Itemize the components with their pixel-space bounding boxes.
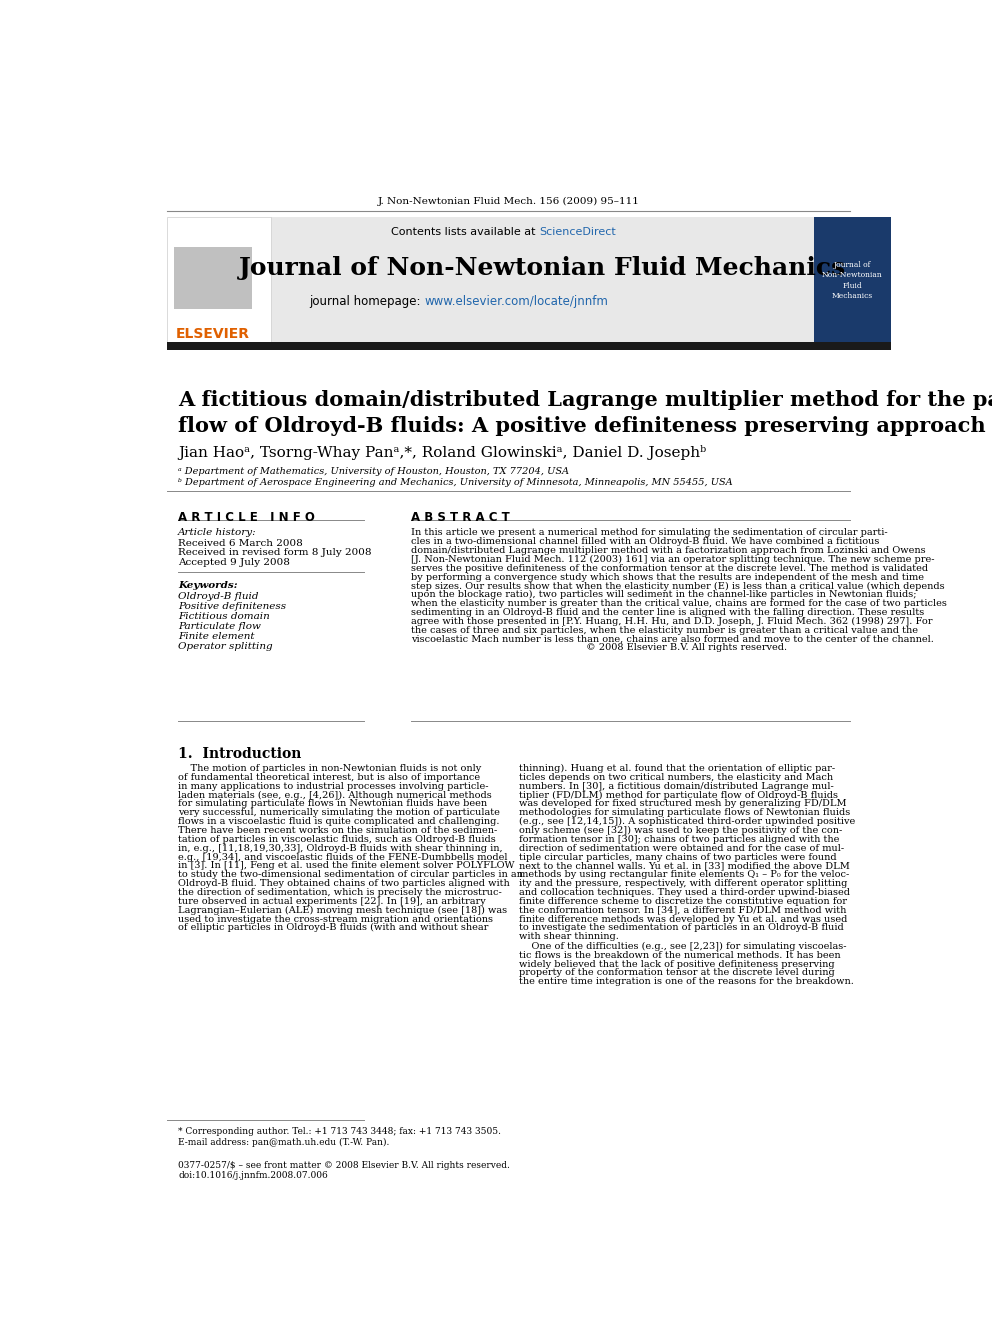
Text: used to investigate the cross-stream migration and orientations: used to investigate the cross-stream mig… (179, 914, 493, 923)
Text: serves the positive definiteness of the conformation tensor at the discrete leve: serves the positive definiteness of the … (411, 564, 928, 573)
FancyBboxPatch shape (175, 247, 252, 308)
Text: sedimenting in an Oldroyd-B fluid and the center line is aligned with the fallin: sedimenting in an Oldroyd-B fluid and th… (411, 609, 924, 617)
Text: ity and the pressure, respectively, with different operator splitting: ity and the pressure, respectively, with… (519, 878, 847, 888)
Text: thinning). Huang et al. found that the orientation of elliptic par-: thinning). Huang et al. found that the o… (519, 763, 835, 773)
Text: * Corresponding author. Tel.: +1 713 743 3448; fax: +1 713 743 3505.: * Corresponding author. Tel.: +1 713 743… (179, 1127, 501, 1136)
Text: very successful, numerically simulating the motion of particulate: very successful, numerically simulating … (179, 808, 500, 818)
Text: was developed for fixed structured mesh by generalizing FD/DLM: was developed for fixed structured mesh … (519, 799, 847, 808)
Text: ᵃ Department of Mathematics, University of Houston, Houston, TX 77204, USA: ᵃ Department of Mathematics, University … (179, 467, 569, 476)
Text: Lagrangian–Eulerian (ALE) moving mesh technique (see [18]) was: Lagrangian–Eulerian (ALE) moving mesh te… (179, 906, 507, 914)
Text: domain/distributed Lagrange multiplier method with a factorization approach from: domain/distributed Lagrange multiplier m… (411, 546, 926, 556)
Text: ture observed in actual experiments [22]. In [19], an arbitrary: ture observed in actual experiments [22]… (179, 897, 486, 906)
Text: finite difference scheme to discretize the constitutive equation for: finite difference scheme to discretize t… (519, 897, 847, 906)
Text: ᵇ Department of Aerospace Engineering and Mechanics, University of Minnesota, Mi: ᵇ Department of Aerospace Engineering an… (179, 478, 733, 487)
Text: numbers. In [30], a fictitious domain/distributed Lagrange mul-: numbers. In [30], a fictitious domain/di… (519, 782, 834, 791)
Text: tiple circular particles, many chains of two particles were found: tiple circular particles, many chains of… (519, 852, 837, 861)
Text: A fictitious domain/distributed Lagrange multiplier method for the particulate
f: A fictitious domain/distributed Lagrange… (179, 390, 992, 437)
Text: in [3]. In [11], Feng et al. used the finite element solver POLYFLOW: in [3]. In [11], Feng et al. used the fi… (179, 861, 515, 871)
Text: 1.  Introduction: 1. Introduction (179, 747, 302, 761)
Text: methodologies for simulating particulate flows of Newtonian fluids: methodologies for simulating particulate… (519, 808, 850, 818)
Text: tiplier (FD/DLM) method for particulate flow of Oldroyd-B fluids: tiplier (FD/DLM) method for particulate … (519, 791, 838, 799)
Text: The motion of particles in non-Newtonian fluids is not only: The motion of particles in non-Newtonian… (179, 763, 481, 773)
Text: journal homepage:: journal homepage: (310, 295, 425, 308)
Text: doi:10.1016/j.jnnfm.2008.07.006: doi:10.1016/j.jnnfm.2008.07.006 (179, 1171, 328, 1180)
Text: for simulating particulate flows in Newtonian fluids have been: for simulating particulate flows in Newt… (179, 799, 487, 808)
Text: Finite element: Finite element (179, 632, 255, 642)
Text: flows in a viscoelastic fluid is quite complicated and challenging.: flows in a viscoelastic fluid is quite c… (179, 818, 500, 826)
Text: tation of particles in viscoelastic fluids, such as Oldroyd-B fluids: tation of particles in viscoelastic flui… (179, 835, 496, 844)
Text: agree with those presented in [P.Y. Huang, H.H. Hu, and D.D. Joseph, J. Fluid Me: agree with those presented in [P.Y. Huan… (411, 617, 932, 626)
Text: Accepted 9 July 2008: Accepted 9 July 2008 (179, 558, 290, 568)
Text: laden materials (see, e.g., [4,26]). Although numerical methods: laden materials (see, e.g., [4,26]). Alt… (179, 791, 492, 799)
Text: Journal of Non-Newtonian Fluid Mechanics: Journal of Non-Newtonian Fluid Mechanics (239, 257, 846, 280)
Text: www.elsevier.com/locate/jnnfm: www.elsevier.com/locate/jnnfm (425, 295, 608, 308)
Text: © 2008 Elsevier B.V. All rights reserved.: © 2008 Elsevier B.V. All rights reserved… (411, 643, 787, 652)
Text: Oldroyd-B fluid. They obtained chains of two particles aligned with: Oldroyd-B fluid. They obtained chains of… (179, 878, 510, 888)
Text: Received 6 March 2008: Received 6 March 2008 (179, 540, 303, 548)
Text: of elliptic particles in Oldroyd-B fluids (with and without shear: of elliptic particles in Oldroyd-B fluid… (179, 923, 489, 933)
Text: One of the difficulties (e.g., see [2,23]) for simulating viscoelas-: One of the difficulties (e.g., see [2,23… (519, 942, 847, 951)
Text: e.g., [19,34], and viscoelastic fluids of the FENE-Dumbbells model: e.g., [19,34], and viscoelastic fluids o… (179, 852, 508, 861)
FancyBboxPatch shape (167, 343, 891, 349)
Text: next to the channel walls. Yu et al. in [33] modified the above DLM: next to the channel walls. Yu et al. in … (519, 861, 850, 871)
Text: Journal of
Non-Newtonian
Fluid
Mechanics: Journal of Non-Newtonian Fluid Mechanics (822, 261, 883, 300)
FancyBboxPatch shape (813, 217, 891, 344)
Text: to investigate the sedimentation of particles in an Oldroyd-B fluid: to investigate the sedimentation of part… (519, 923, 844, 933)
Text: In this article we present a numerical method for simulating the sedimentation o: In this article we present a numerical m… (411, 528, 888, 537)
Text: Operator splitting: Operator splitting (179, 643, 273, 651)
Text: to study the two-dimensional sedimentation of circular particles in an: to study the two-dimensional sedimentati… (179, 871, 523, 880)
Text: in many applications to industrial processes involving particle-: in many applications to industrial proce… (179, 782, 489, 791)
Text: Fictitious domain: Fictitious domain (179, 613, 270, 622)
Text: formation tensor in [30]; chains of two particles aligned with the: formation tensor in [30]; chains of two … (519, 835, 839, 844)
Text: the conformation tensor. In [34], a different FD/DLM method with: the conformation tensor. In [34], a diff… (519, 906, 846, 914)
Text: property of the conformation tensor at the discrete level during: property of the conformation tensor at t… (519, 968, 835, 978)
FancyBboxPatch shape (167, 217, 271, 344)
Text: methods by using rectangular finite elements Q₁ – P₀ for the veloc-: methods by using rectangular finite elem… (519, 871, 849, 880)
Text: Article history:: Article history: (179, 528, 257, 537)
Text: Jian Haoᵃ, Tsorng-Whay Panᵃ,*, Roland Glowinskiᵃ, Daniel D. Josephᵇ: Jian Haoᵃ, Tsorng-Whay Panᵃ,*, Roland Gl… (179, 446, 706, 460)
Text: by performing a convergence study which shows that the results are independent o: by performing a convergence study which … (411, 573, 924, 582)
Text: finite difference methods was developed by Yu et al. and was used: finite difference methods was developed … (519, 914, 847, 923)
Text: direction of sedimentation were obtained and for the case of mul-: direction of sedimentation were obtained… (519, 844, 844, 853)
Text: of fundamental theoretical interest, but is also of importance: of fundamental theoretical interest, but… (179, 773, 480, 782)
Text: Particulate flow: Particulate flow (179, 622, 261, 631)
Text: ELSEVIER: ELSEVIER (177, 327, 250, 341)
Text: viscoelastic Mach number is less than one, chains are also formed and move to th: viscoelastic Mach number is less than on… (411, 635, 933, 643)
Text: upon the blockage ratio), two particles will sediment in the channel-like partic: upon the blockage ratio), two particles … (411, 590, 917, 599)
Text: A B S T R A C T: A B S T R A C T (411, 512, 510, 524)
Text: in, e.g., [11,18,19,30,33], Oldroyd-B fluids with shear thinning in,: in, e.g., [11,18,19,30,33], Oldroyd-B fl… (179, 844, 503, 853)
Text: the cases of three and six particles, when the elasticity number is greater than: the cases of three and six particles, wh… (411, 626, 918, 635)
Text: the direction of sedimentation, which is precisely the microstruc-: the direction of sedimentation, which is… (179, 888, 502, 897)
Text: the entire time integration is one of the reasons for the breakdown.: the entire time integration is one of th… (519, 978, 854, 986)
Text: (e.g., see [12,14,15]). A sophisticated third-order upwinded positive: (e.g., see [12,14,15]). A sophisticated … (519, 818, 855, 827)
Text: ScienceDirect: ScienceDirect (540, 228, 616, 237)
FancyBboxPatch shape (271, 217, 813, 344)
Text: with shear thinning.: with shear thinning. (519, 933, 619, 941)
Text: widely believed that the lack of positive definiteness preserving: widely believed that the lack of positiv… (519, 959, 835, 968)
Text: [J. Non-Newtonian Fluid Mech. 112 (2003) 161] via an operator splitting techniqu: [J. Non-Newtonian Fluid Mech. 112 (2003)… (411, 554, 934, 564)
Text: step sizes. Our results show that when the elasticity number (E) is less than a : step sizes. Our results show that when t… (411, 582, 944, 590)
Text: cles in a two-dimensional channel filled with an Oldroyd-B fluid. We have combin: cles in a two-dimensional channel filled… (411, 537, 879, 546)
Text: Contents lists available at: Contents lists available at (392, 228, 540, 237)
Text: There have been recent works on the simulation of the sedimen-: There have been recent works on the simu… (179, 826, 498, 835)
Text: when the elasticity number is greater than the critical value, chains are formed: when the elasticity number is greater th… (411, 599, 946, 609)
Text: Keywords:: Keywords: (179, 582, 238, 590)
Text: and collocation techniques. They used a third-order upwind-biased: and collocation techniques. They used a … (519, 888, 850, 897)
Text: only scheme (see [32]) was used to keep the positivity of the con-: only scheme (see [32]) was used to keep … (519, 826, 842, 835)
Text: tic flows is the breakdown of the numerical methods. It has been: tic flows is the breakdown of the numeri… (519, 951, 841, 959)
Text: Received in revised form 8 July 2008: Received in revised form 8 July 2008 (179, 548, 372, 557)
Text: E-mail address: pan@math.uh.edu (T.-W. Pan).: E-mail address: pan@math.uh.edu (T.-W. P… (179, 1138, 390, 1147)
Text: J. Non-Newtonian Fluid Mech. 156 (2009) 95–111: J. Non-Newtonian Fluid Mech. 156 (2009) … (378, 197, 639, 205)
Text: A R T I C L E   I N F O: A R T I C L E I N F O (179, 512, 315, 524)
Text: Oldroyd-B fluid: Oldroyd-B fluid (179, 593, 259, 601)
Text: 0377-0257/$ – see front matter © 2008 Elsevier B.V. All rights reserved.: 0377-0257/$ – see front matter © 2008 El… (179, 1162, 510, 1171)
Text: ticles depends on two critical numbers, the elasticity and Mach: ticles depends on two critical numbers, … (519, 773, 833, 782)
Text: Positive definiteness: Positive definiteness (179, 602, 287, 611)
